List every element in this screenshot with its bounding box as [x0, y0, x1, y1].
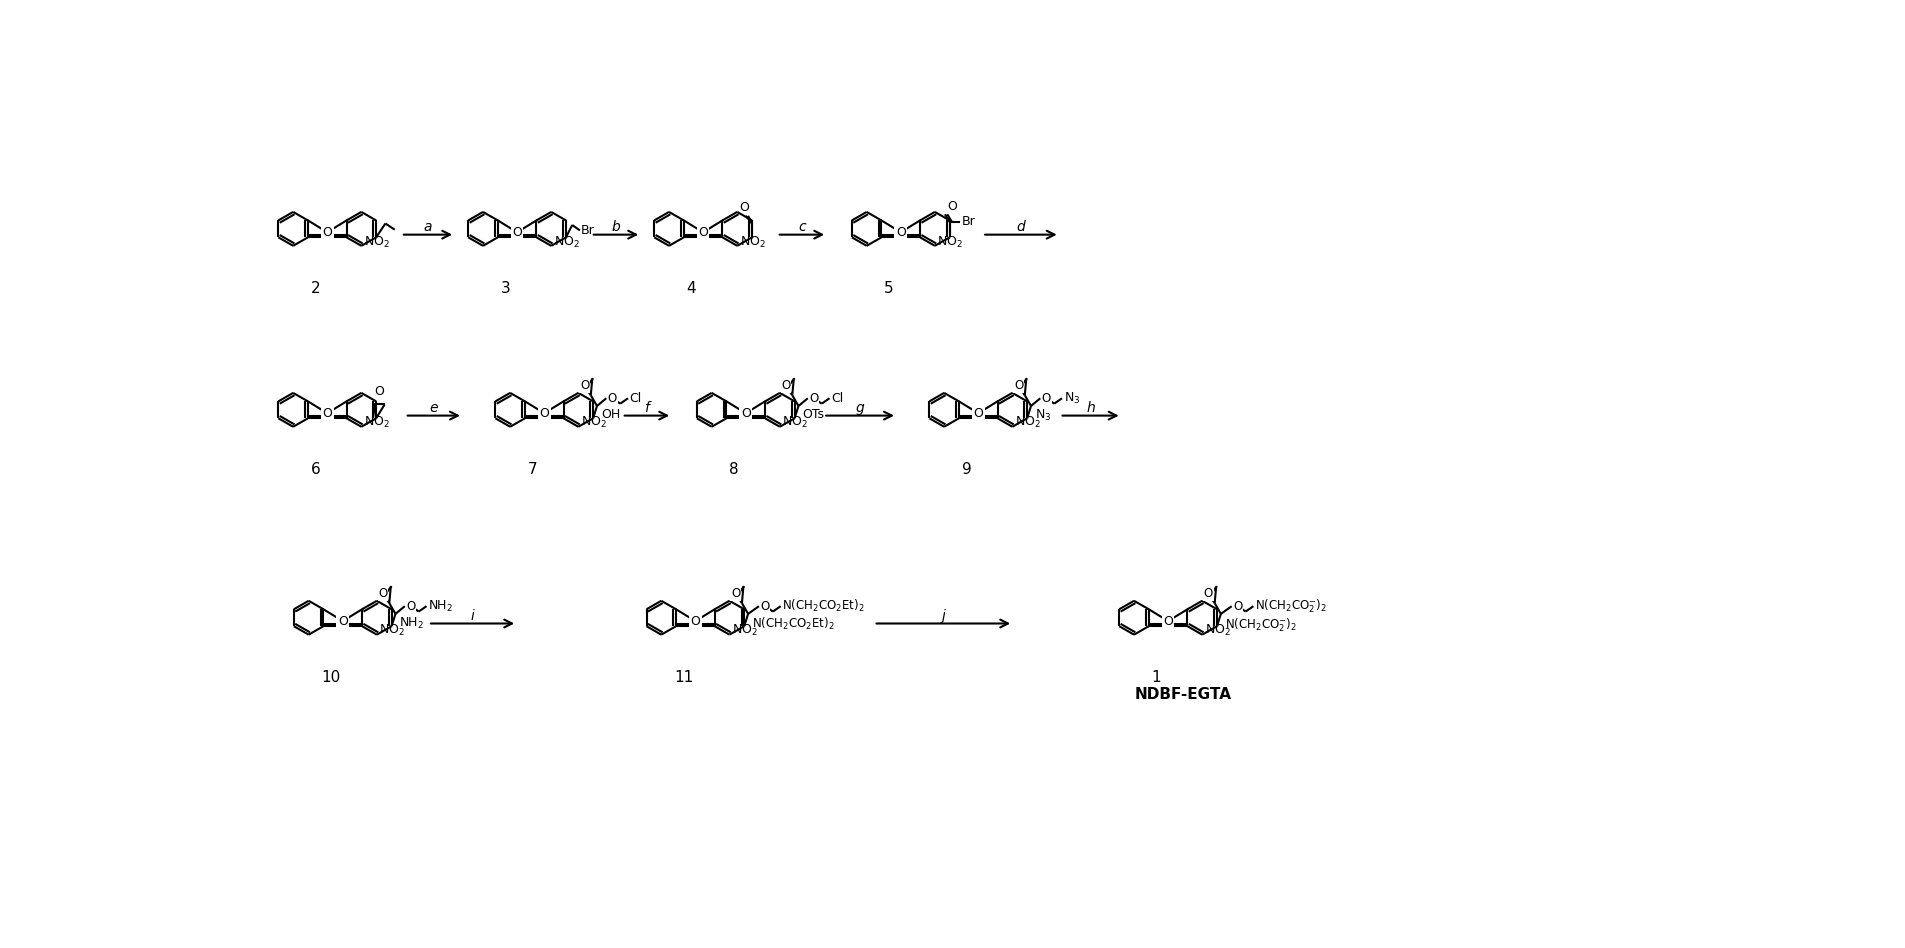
Text: NO$_2$: NO$_2$ — [1015, 415, 1040, 430]
Text: O: O — [512, 226, 522, 239]
Text: NH$_2$: NH$_2$ — [400, 616, 425, 631]
Text: Cl: Cl — [629, 392, 642, 405]
Text: i: i — [471, 609, 474, 623]
Text: N(CH$_2$CO$_2$Et)$_2$: N(CH$_2$CO$_2$Et)$_2$ — [783, 598, 865, 614]
Text: N$_3$: N$_3$ — [1063, 391, 1080, 406]
Text: NDBF-EGTA: NDBF-EGTA — [1135, 687, 1233, 702]
Text: O: O — [1013, 379, 1023, 392]
Text: NO$_2$: NO$_2$ — [379, 623, 406, 638]
Text: O: O — [539, 407, 549, 420]
Text: 2: 2 — [311, 281, 320, 296]
Text: O: O — [322, 407, 331, 420]
Text: O: O — [739, 201, 749, 214]
Text: NO$_2$: NO$_2$ — [937, 234, 964, 249]
Text: 4: 4 — [686, 281, 697, 296]
Text: c: c — [798, 220, 806, 234]
Text: 7: 7 — [528, 462, 537, 477]
Text: N(CH$_2$CO$_2$Et)$_2$: N(CH$_2$CO$_2$Et)$_2$ — [752, 616, 834, 632]
Text: N(CH$_2$CO$_2^{-}$)$_2$: N(CH$_2$CO$_2^{-}$)$_2$ — [1225, 616, 1297, 633]
Text: O: O — [690, 614, 701, 628]
Text: NO$_2$: NO$_2$ — [364, 234, 391, 249]
Text: 5: 5 — [884, 281, 893, 296]
Text: j: j — [941, 609, 945, 623]
Text: O: O — [379, 588, 389, 600]
Text: NO$_2$: NO$_2$ — [1204, 623, 1231, 638]
Text: 8: 8 — [730, 462, 739, 477]
Text: NO$_2$: NO$_2$ — [554, 234, 579, 249]
Text: Br: Br — [581, 224, 594, 237]
Text: O: O — [337, 614, 349, 628]
Text: O: O — [1204, 588, 1213, 600]
Text: Cl: Cl — [831, 392, 844, 405]
Text: 10: 10 — [322, 669, 341, 684]
Text: 11: 11 — [674, 669, 693, 684]
Text: O: O — [973, 407, 983, 420]
Text: O: O — [732, 588, 741, 600]
Text: e: e — [429, 401, 438, 415]
Text: h: h — [1086, 401, 1095, 415]
Text: a: a — [423, 220, 432, 234]
Text: f: f — [644, 401, 650, 415]
Text: g: g — [855, 401, 865, 415]
Text: O: O — [699, 226, 709, 239]
Text: OH: OH — [600, 408, 621, 421]
Text: O: O — [373, 385, 385, 398]
Text: O: O — [895, 226, 905, 239]
Text: O: O — [579, 379, 589, 392]
Text: O: O — [1164, 614, 1173, 628]
Text: O: O — [1042, 392, 1052, 405]
Text: 1: 1 — [1153, 669, 1162, 684]
Text: NO$_2$: NO$_2$ — [739, 234, 766, 249]
Text: NO$_2$: NO$_2$ — [783, 415, 808, 430]
Text: NO$_2$: NO$_2$ — [732, 623, 758, 638]
Text: O: O — [1233, 600, 1242, 612]
Text: O: O — [322, 226, 331, 239]
Text: N(CH$_2$CO$_2^{-}$)$_2$: N(CH$_2$CO$_2^{-}$)$_2$ — [1255, 597, 1328, 615]
Text: 3: 3 — [501, 281, 511, 296]
Text: b: b — [612, 220, 621, 234]
Text: OTs: OTs — [802, 408, 825, 421]
Text: d: d — [1017, 220, 1025, 234]
Text: O: O — [406, 600, 415, 612]
Text: N$_3$: N$_3$ — [1034, 408, 1052, 423]
Text: O: O — [781, 379, 791, 392]
Text: NH$_2$: NH$_2$ — [429, 598, 453, 613]
Text: O: O — [741, 407, 751, 420]
Text: NO$_2$: NO$_2$ — [581, 415, 606, 430]
Text: 6: 6 — [311, 462, 320, 477]
Text: O: O — [760, 600, 770, 612]
Text: Br: Br — [962, 215, 975, 228]
Text: 9: 9 — [962, 462, 972, 477]
Text: O: O — [947, 200, 956, 212]
Text: NO$_2$: NO$_2$ — [364, 415, 391, 430]
Text: O: O — [608, 392, 617, 405]
Text: O: O — [810, 392, 819, 405]
